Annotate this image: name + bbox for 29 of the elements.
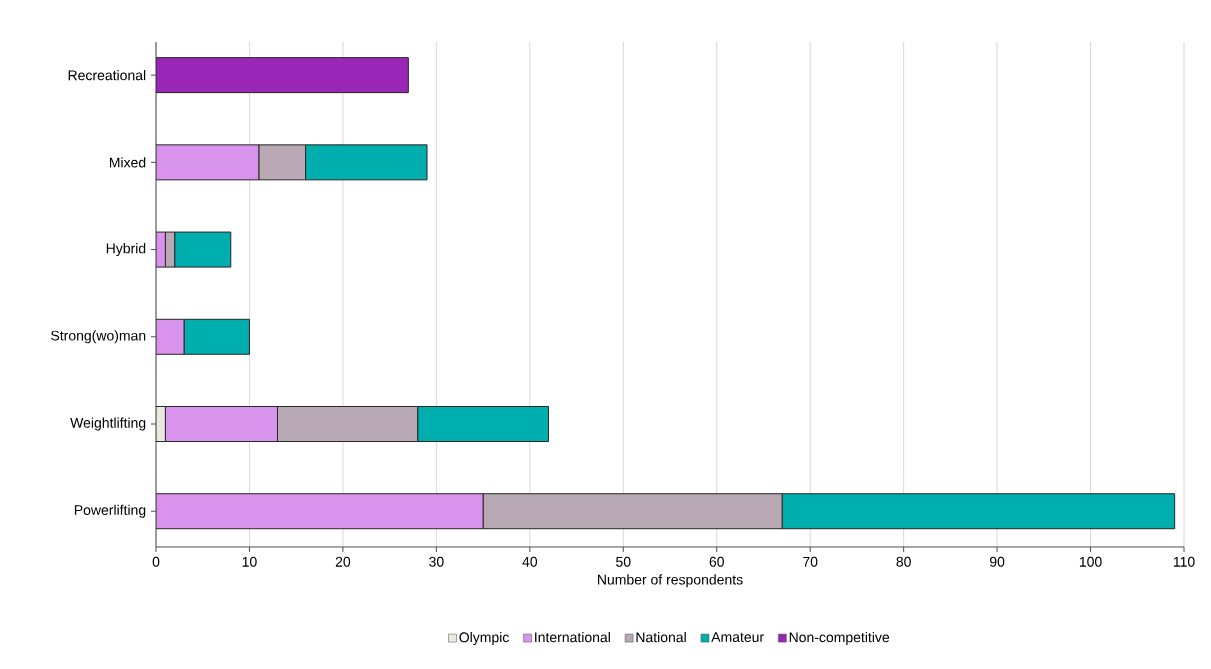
legend-label: Olympic bbox=[459, 631, 509, 646]
legend-label: International bbox=[535, 631, 610, 643]
legend-label: Non-competitive bbox=[789, 631, 890, 646]
x-tick-label: 100 bbox=[1079, 556, 1102, 567]
legend-label: Amateur bbox=[711, 632, 764, 642]
x-tick-label: 20 bbox=[335, 556, 351, 567]
y-tick-label: Weightlifting bbox=[70, 417, 146, 431]
y-tick-label: Powerlifting bbox=[74, 504, 146, 518]
x-tick-label: 50 bbox=[616, 556, 631, 567]
x-tick-label: 60 bbox=[709, 556, 724, 567]
y-tick-label: Mixed bbox=[109, 157, 146, 168]
x-tick-label: 70 bbox=[803, 556, 818, 567]
bar bbox=[156, 144, 260, 181]
y-tick-label: Recreational bbox=[68, 69, 146, 81]
x-tick-label: 90 bbox=[989, 556, 1005, 567]
bar bbox=[156, 493, 484, 530]
bar bbox=[164, 406, 278, 443]
x-tick-label: 110 bbox=[1173, 556, 1195, 567]
x-axis-title: Number of respondents bbox=[598, 574, 743, 588]
legend-label: National bbox=[636, 631, 686, 643]
x-tick-label: 80 bbox=[896, 556, 911, 567]
y-tick-label: Strong(wo)man bbox=[51, 330, 146, 344]
x-tick-label: 0 bbox=[152, 556, 160, 567]
bar bbox=[156, 318, 185, 355]
x-tick-label: 40 bbox=[522, 556, 538, 567]
y-tick-label: Hybrid bbox=[106, 243, 146, 257]
x-tick-label: 30 bbox=[429, 556, 444, 567]
x-tick-label: 10 bbox=[242, 556, 257, 567]
bar bbox=[183, 318, 250, 355]
